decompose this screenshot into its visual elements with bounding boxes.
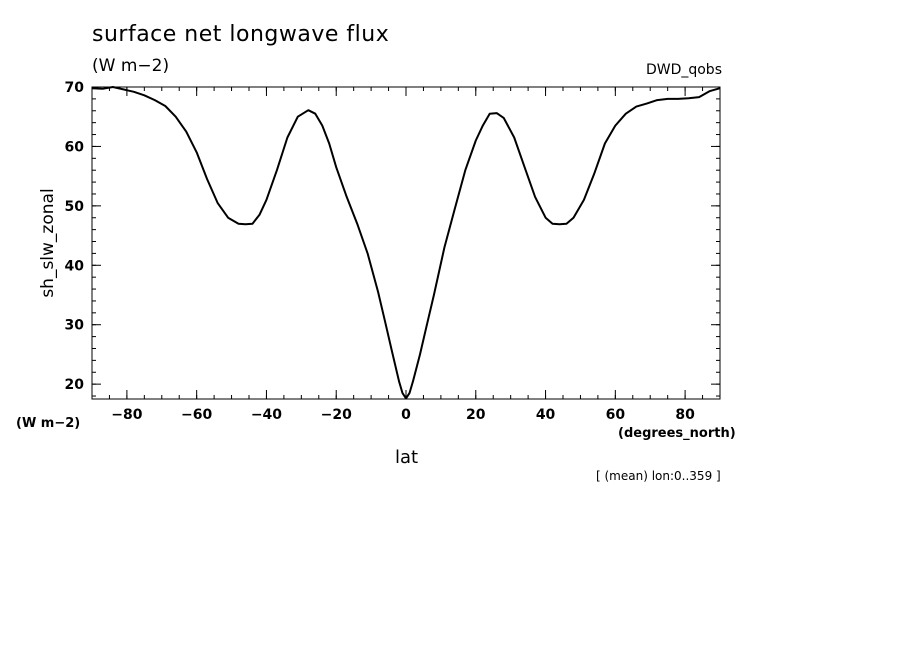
mean-note: [ (mean) lon:0..359 ] <box>596 469 721 483</box>
y-tick-label: 40 <box>65 258 85 274</box>
source-label: DWD_qobs <box>645 62 722 78</box>
y-tick-label: 50 <box>65 199 85 215</box>
x-tick-label: −60 <box>181 407 212 423</box>
y-tick-label: 60 <box>65 139 85 155</box>
x-tick-label: −40 <box>251 407 282 423</box>
y-tick-label: 30 <box>65 318 85 334</box>
x-axis-units: (degrees_north) <box>618 426 736 441</box>
x-axis-label: lat <box>395 447 419 468</box>
chart-title: surface net longwave flux <box>92 22 390 47</box>
x-tick-label: −80 <box>111 407 142 423</box>
y-tick-label: 20 <box>65 377 85 393</box>
series-line <box>91 86 721 400</box>
x-tick-label: 20 <box>466 407 486 423</box>
chart-units: (W m−2) <box>92 56 170 76</box>
y-axis-units: (W m−2) <box>16 416 81 431</box>
y-tick-label: 70 <box>65 80 85 96</box>
x-tick-label: 60 <box>606 407 626 423</box>
x-tick-label: 80 <box>675 407 695 423</box>
x-tick-label: 0 <box>401 407 411 423</box>
x-tick-label: −20 <box>321 407 352 423</box>
x-tick-label: 40 <box>536 407 556 423</box>
